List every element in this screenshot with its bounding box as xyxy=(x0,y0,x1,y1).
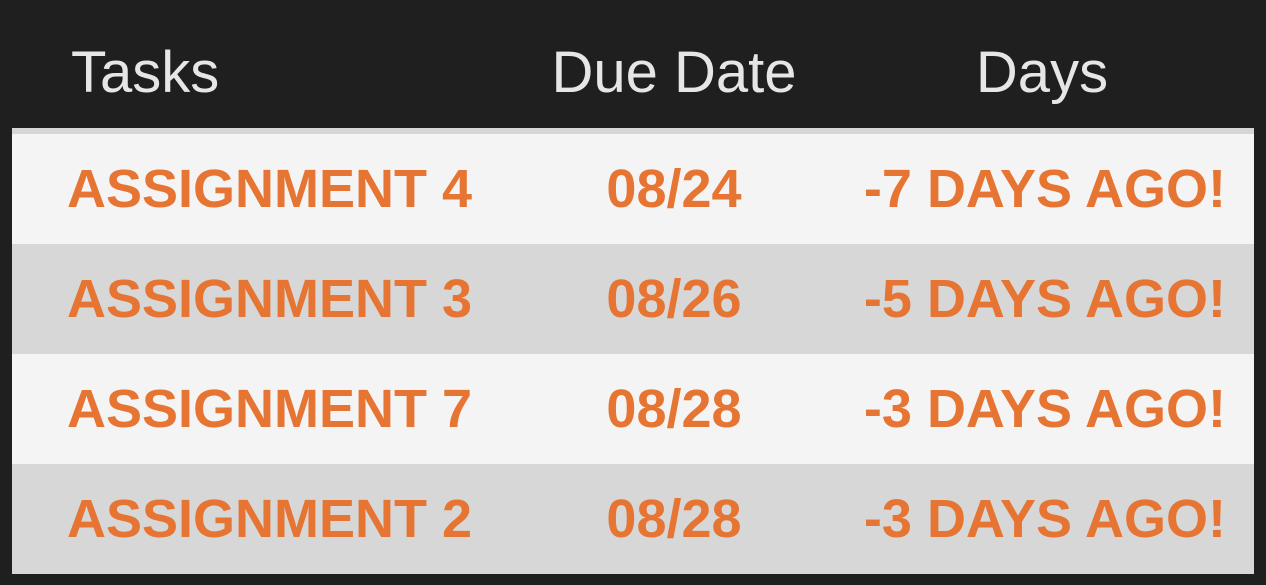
table-row: ASSIGNMENT 4 08/24 -7 DAYS AGO! xyxy=(12,134,1254,244)
due-date-cell: 08/28 xyxy=(606,379,742,439)
table-header: Tasks Due Date Days xyxy=(0,0,1266,128)
task-name-cell: ASSIGNMENT 2 xyxy=(67,489,473,549)
due-date-cell: 08/26 xyxy=(606,269,742,329)
days-cell: -3 DAYS AGO! xyxy=(863,379,1226,439)
column-header-tasks: Tasks xyxy=(71,40,220,105)
days-cell: -3 DAYS AGO! xyxy=(863,489,1226,549)
days-cell: -5 DAYS AGO! xyxy=(863,269,1226,329)
task-name-cell: ASSIGNMENT 3 xyxy=(67,269,473,329)
table-row: ASSIGNMENT 3 08/26 -5 DAYS AGO! xyxy=(12,244,1254,354)
column-header-days: Days xyxy=(975,40,1109,105)
column-header-due-date: Due Date xyxy=(551,40,797,105)
task-name-cell: ASSIGNMENT 4 xyxy=(67,159,473,219)
due-date-cell: 08/28 xyxy=(606,489,742,549)
days-cell: -7 DAYS AGO! xyxy=(863,159,1226,219)
task-name-cell: ASSIGNMENT 7 xyxy=(67,379,473,439)
due-date-cell: 08/24 xyxy=(606,159,742,219)
table-row: ASSIGNMENT 7 08/28 -3 DAYS AGO! xyxy=(12,354,1254,464)
task-table-body: ASSIGNMENT 4 08/24 -7 DAYS AGO! ASSIGNME… xyxy=(12,128,1254,574)
table-row: ASSIGNMENT 2 08/28 -3 DAYS AGO! xyxy=(12,464,1254,574)
